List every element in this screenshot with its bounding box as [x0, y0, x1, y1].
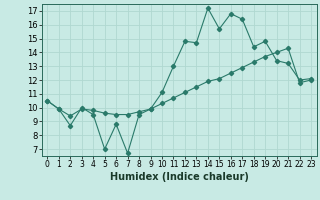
X-axis label: Humidex (Indice chaleur): Humidex (Indice chaleur) — [110, 172, 249, 182]
